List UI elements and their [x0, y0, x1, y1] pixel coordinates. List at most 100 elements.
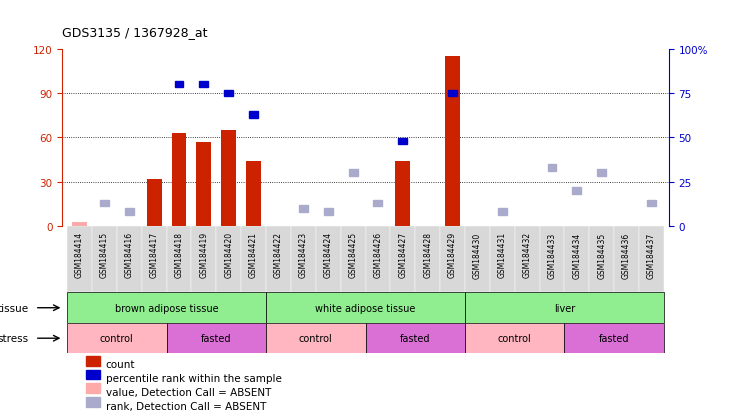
Bar: [246, 161, 261, 226]
Bar: [142, 226, 167, 293]
Bar: [398, 138, 407, 145]
Bar: [324, 209, 333, 216]
Bar: [572, 188, 581, 195]
Bar: [366, 323, 465, 354]
Bar: [241, 226, 266, 293]
Bar: [86, 397, 99, 407]
Text: GSM184423: GSM184423: [299, 232, 308, 278]
Text: GSM184433: GSM184433: [548, 232, 556, 278]
Bar: [465, 226, 490, 293]
Bar: [67, 323, 167, 354]
Bar: [539, 226, 564, 293]
Text: GSM184419: GSM184419: [200, 232, 208, 278]
Text: GSM184436: GSM184436: [622, 232, 631, 278]
Text: GSM184431: GSM184431: [498, 232, 507, 278]
Bar: [465, 323, 564, 354]
Text: GSM184434: GSM184434: [572, 232, 581, 278]
Bar: [564, 323, 664, 354]
Text: GSM184420: GSM184420: [224, 232, 233, 278]
Bar: [515, 226, 539, 293]
Bar: [415, 226, 440, 293]
Text: percentile rank within the sample: percentile rank within the sample: [106, 373, 281, 383]
Text: fasted: fasted: [400, 333, 431, 343]
Bar: [597, 170, 606, 177]
Bar: [86, 383, 99, 394]
Bar: [192, 226, 216, 293]
Bar: [221, 131, 236, 226]
Bar: [390, 226, 415, 293]
Text: GSM184422: GSM184422: [274, 232, 283, 278]
Text: stress: stress: [0, 333, 29, 343]
Bar: [175, 82, 183, 88]
Text: GSM184425: GSM184425: [349, 232, 357, 278]
Bar: [291, 226, 316, 293]
Text: GSM184435: GSM184435: [597, 232, 606, 278]
Bar: [86, 356, 99, 366]
Bar: [299, 205, 308, 212]
Text: GSM184437: GSM184437: [647, 232, 656, 278]
Bar: [490, 226, 515, 293]
Text: fasted: fasted: [599, 333, 629, 343]
Bar: [374, 200, 382, 207]
Bar: [395, 161, 410, 226]
Text: control: control: [100, 333, 134, 343]
Text: GSM184426: GSM184426: [374, 232, 382, 278]
Bar: [125, 209, 134, 216]
Bar: [366, 226, 390, 293]
Bar: [224, 90, 233, 97]
Bar: [589, 226, 614, 293]
Bar: [647, 200, 656, 207]
Text: GSM184416: GSM184416: [125, 232, 134, 278]
Text: count: count: [106, 359, 135, 369]
Bar: [117, 226, 142, 293]
Bar: [266, 226, 291, 293]
Text: white adipose tissue: white adipose tissue: [315, 303, 416, 313]
Text: GSM184429: GSM184429: [448, 232, 457, 278]
Bar: [72, 222, 87, 226]
Text: control: control: [498, 333, 531, 343]
Bar: [200, 82, 208, 88]
Bar: [67, 293, 266, 323]
Text: liver: liver: [554, 303, 575, 313]
Bar: [639, 226, 664, 293]
Text: brown adipose tissue: brown adipose tissue: [115, 303, 219, 313]
Bar: [564, 226, 589, 293]
Bar: [86, 370, 99, 380]
Bar: [147, 179, 162, 226]
Bar: [316, 226, 341, 293]
Bar: [197, 142, 211, 226]
Bar: [440, 226, 465, 293]
Bar: [465, 293, 664, 323]
Bar: [349, 170, 357, 177]
Text: GSM184415: GSM184415: [100, 232, 109, 278]
Bar: [172, 133, 186, 226]
Text: GSM184430: GSM184430: [473, 232, 482, 278]
Text: rank, Detection Call = ABSENT: rank, Detection Call = ABSENT: [106, 401, 266, 411]
Bar: [341, 226, 366, 293]
Bar: [67, 226, 92, 293]
Text: GSM184427: GSM184427: [398, 232, 407, 278]
Bar: [614, 226, 639, 293]
Text: GSM184421: GSM184421: [249, 232, 258, 278]
Text: value, Detection Call = ABSENT: value, Detection Call = ABSENT: [106, 387, 271, 397]
Text: GSM184424: GSM184424: [324, 232, 333, 278]
Bar: [266, 323, 366, 354]
Bar: [266, 293, 465, 323]
Bar: [92, 226, 117, 293]
Text: fasted: fasted: [201, 333, 232, 343]
Bar: [445, 57, 460, 226]
Bar: [216, 226, 241, 293]
Text: GSM184428: GSM184428: [423, 232, 432, 278]
Text: GSM184432: GSM184432: [523, 232, 531, 278]
Bar: [167, 226, 192, 293]
Bar: [249, 112, 258, 119]
Text: GSM184414: GSM184414: [75, 232, 84, 278]
Text: tissue: tissue: [0, 303, 29, 313]
Text: GSM184417: GSM184417: [150, 232, 159, 278]
Text: GSM184418: GSM184418: [175, 232, 183, 278]
Bar: [498, 209, 507, 216]
Bar: [100, 200, 109, 207]
Text: GDS3135 / 1367928_at: GDS3135 / 1367928_at: [62, 26, 208, 39]
Bar: [448, 90, 457, 97]
Text: control: control: [299, 333, 333, 343]
